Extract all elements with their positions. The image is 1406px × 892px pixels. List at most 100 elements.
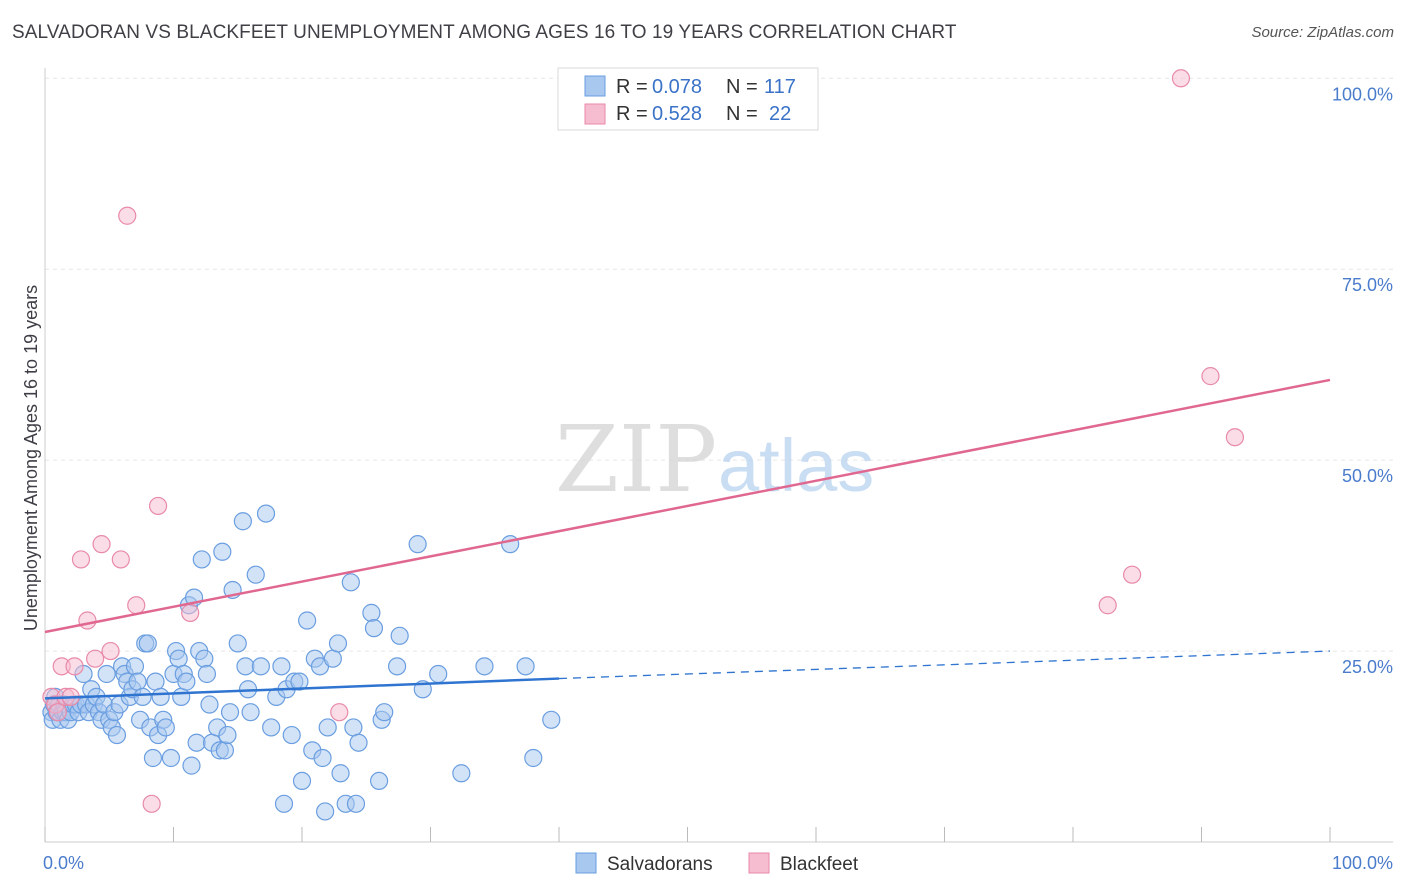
legend-r-value-0: 0.078 [652,76,702,98]
grid-lines [45,77,1393,652]
salvadorans-point [213,542,232,561]
blackfeet-point [1171,69,1191,88]
blackfeet-point [1098,596,1117,615]
salvadorans-points [42,504,561,821]
salvadorans-point [516,657,535,676]
salvadorans-point [349,733,368,752]
salvadorans-point [272,657,291,676]
salvadorans-point [246,565,265,584]
y-tick-label-1: 75.0% [1342,275,1393,295]
series-legend: Salvadorans Blackfeet [575,852,859,875]
salvadorans-point [256,504,276,523]
legend-r-label-1: R = [616,103,648,125]
salvadorans-point [524,748,543,768]
salvadorans-point [282,725,301,745]
trend-lines [44,378,1331,700]
salvadorans-trend-line [44,677,560,700]
salvadorans-point [316,802,335,821]
salvadorans-point [218,725,237,745]
legend-swatch-blackfeet [584,103,606,125]
salvadorans-point [362,603,381,622]
blackfeet-point [1201,367,1220,386]
salvadorans-point [161,748,181,768]
watermark: ZIP atlas [555,406,874,513]
salvadorans-point [328,634,348,653]
blackfeet-point [142,794,161,813]
salvadorans-point [341,573,360,592]
blackfeet-point [118,206,137,225]
salvadorans-point [370,771,389,791]
salvadorans-point [313,748,332,768]
y-axis-label: Unemployment Among Ages 16 to 19 years [21,285,41,631]
blackfeet-point [127,596,146,615]
series-legend-label-salvadorans: Salvadorans [607,854,713,875]
salvadorans-point [197,664,217,684]
salvadorans-point [323,649,342,668]
blackfeet-point [78,611,97,630]
salvadorans-point [172,687,191,706]
chart-title: SALVADORAN VS BLACKFEET UNEMPLOYMENT AMO… [12,22,957,43]
legend-n-value-1: 22 [769,103,791,125]
salvadorans-point [331,764,350,783]
chart-source: Source: ZipAtlas.com [1251,24,1394,41]
salvadorans-point [298,611,317,630]
salvadorans-point [262,718,281,737]
salvadorans-point [151,687,170,706]
salvadorans-point [274,794,294,813]
salvadorans-point [125,657,145,676]
salvadorans-point [228,634,247,653]
x-tick-label-1: 100.0% [1332,853,1393,873]
salvadorans-point [156,718,175,737]
legend-swatch-salvadorans [584,75,606,97]
blackfeet-point [71,550,91,569]
salvadorans-point [233,512,252,531]
salvadorans-point [292,771,312,791]
salvadorans-point [187,733,206,752]
salvadorans-point [133,687,152,706]
legend-n-label-1: N = [726,103,758,125]
salvadorans-point [128,672,147,691]
blackfeet-point [330,703,349,722]
salvadorans-point [501,535,520,554]
y-tick-label-2: 50.0% [1342,466,1393,486]
blackfeet-point [48,703,67,722]
salvadorans-point [408,535,427,554]
series-legend-swatch-blackfeet [748,852,770,874]
blackfeet-point [148,496,168,516]
salvadorans-point [344,718,363,737]
y-tick-label-0: 100.0% [1332,84,1393,104]
salvadorans-point [138,634,157,653]
blackfeet-point [101,641,120,661]
salvadorans-point [387,657,407,676]
salvadorans-point [375,703,394,722]
salvadorans-point [192,550,211,569]
salvadorans-point [475,657,494,676]
salvadorans-point [143,748,163,768]
salvadorans-point [364,619,384,638]
salvadorans-point [236,657,255,676]
stats-legend: R = 0.078 N = 117 R = 0.528 N = 22 [557,67,819,131]
legend-r-value-1: 0.528 [652,103,702,125]
salvadorans-point [220,703,240,722]
watermark-zip: ZIP [555,406,717,513]
legend-n-label-0: N = [726,76,758,98]
salvadorans-trend-extension [558,650,1331,680]
legend-n-value-0: 117 [764,76,796,98]
watermark-atlas: atlas [718,424,874,507]
salvadorans-point [241,703,260,722]
salvadorans-point [290,672,309,691]
salvadorans-point [200,695,219,714]
salvadorans-point [182,756,201,775]
blackfeet-point [92,535,111,554]
salvadorans-point [215,741,234,760]
salvadorans-point [169,649,188,668]
salvadorans-point [452,764,471,783]
salvadorans-point [542,710,561,729]
blackfeet-point [111,550,130,569]
blackfeet-trend-line [44,378,1331,634]
blackfeet-point [1123,565,1142,584]
blackfeet-point [86,649,105,668]
salvadorans-point [97,664,116,684]
series-legend-label-blackfeet: Blackfeet [780,854,859,875]
y-tick-label-3: 25.0% [1342,657,1393,677]
